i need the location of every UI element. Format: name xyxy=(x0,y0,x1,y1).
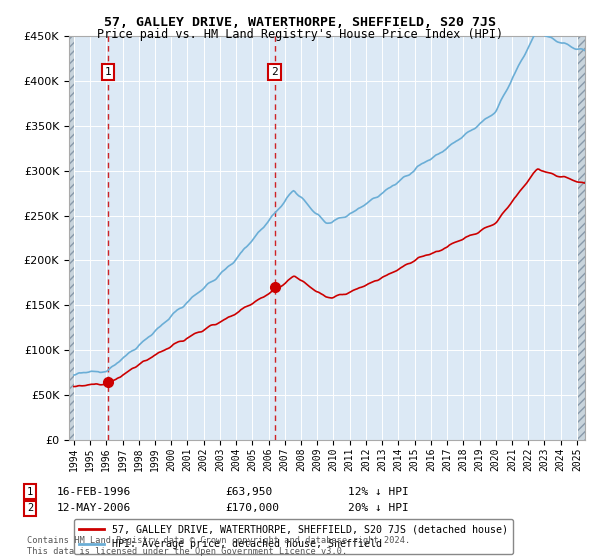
Text: £170,000: £170,000 xyxy=(225,503,279,514)
Text: 20% ↓ HPI: 20% ↓ HPI xyxy=(348,503,409,514)
Text: Contains HM Land Registry data © Crown copyright and database right 2024.
This d: Contains HM Land Registry data © Crown c… xyxy=(27,536,410,556)
Text: 1: 1 xyxy=(105,67,112,77)
Text: 12% ↓ HPI: 12% ↓ HPI xyxy=(348,487,409,497)
Text: 1: 1 xyxy=(27,487,33,497)
Text: 2: 2 xyxy=(271,67,278,77)
Text: 57, GALLEY DRIVE, WATERTHORPE, SHEFFIELD, S20 7JS: 57, GALLEY DRIVE, WATERTHORPE, SHEFFIELD… xyxy=(104,16,496,29)
Text: 16-FEB-1996: 16-FEB-1996 xyxy=(57,487,131,497)
Text: £63,950: £63,950 xyxy=(225,487,272,497)
Legend: 57, GALLEY DRIVE, WATERTHORPE, SHEFFIELD, S20 7JS (detached house), HPI: Average: 57, GALLEY DRIVE, WATERTHORPE, SHEFFIELD… xyxy=(74,519,513,554)
Text: 12-MAY-2006: 12-MAY-2006 xyxy=(57,503,131,514)
Text: 2: 2 xyxy=(27,503,33,514)
Text: Price paid vs. HM Land Registry's House Price Index (HPI): Price paid vs. HM Land Registry's House … xyxy=(97,28,503,41)
Bar xyxy=(578,36,585,440)
Bar xyxy=(69,36,74,440)
